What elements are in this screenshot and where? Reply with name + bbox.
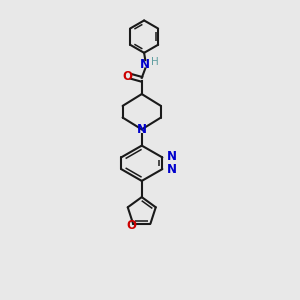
Text: N: N	[167, 163, 176, 176]
Text: O: O	[127, 219, 136, 232]
Text: N: N	[137, 123, 147, 136]
Text: H: H	[151, 57, 159, 67]
Text: O: O	[122, 70, 132, 83]
Text: N: N	[140, 58, 150, 70]
Text: N: N	[167, 150, 176, 163]
